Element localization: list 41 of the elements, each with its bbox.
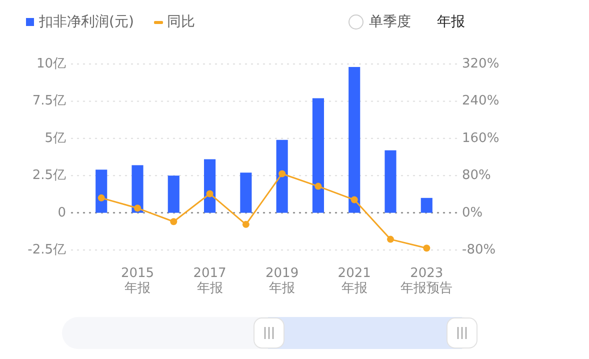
legend-label: 扣非净利润(元) — [38, 14, 134, 30]
y2-tick-label: 320% — [462, 56, 500, 72]
x-tick-label: 2019 年报 — [266, 266, 299, 296]
y-tick-label: 2.5亿 — [32, 168, 66, 184]
y2-tick-label: 80% — [462, 168, 491, 184]
y-tick-label: 10亿 — [36, 56, 66, 72]
text: 单季度 — [369, 14, 411, 30]
point — [242, 220, 250, 228]
y-tick-label: -2.5亿 — [28, 242, 66, 258]
point — [314, 182, 322, 190]
bar — [240, 172, 252, 213]
y2-tick-label: 0% — [462, 205, 483, 220]
x-tick-label: 2015 年报 — [120, 266, 154, 296]
bar — [96, 170, 108, 213]
bar — [132, 165, 144, 213]
bar — [348, 66, 360, 213]
y2-tick-label: 240% — [462, 94, 500, 109]
point — [206, 190, 214, 198]
point — [278, 170, 286, 178]
point — [387, 236, 394, 243]
x-tick-label: 2017 年报 — [193, 266, 226, 296]
point — [350, 196, 358, 204]
bar — [312, 98, 324, 213]
point — [170, 218, 178, 226]
y-tick-label: 0 — [58, 205, 66, 220]
y-tick-label: 5亿 — [44, 130, 66, 146]
bar — [276, 140, 288, 213]
bar — [204, 159, 216, 213]
bar — [420, 198, 432, 213]
y2-tick-label: -80% — [462, 242, 496, 258]
point — [134, 204, 141, 212]
bar — [384, 150, 396, 213]
point — [423, 244, 430, 252]
y-tick-label: 7.5亿 — [32, 94, 66, 109]
text: 年报 — [437, 14, 465, 30]
bar — [168, 176, 180, 213]
point — [98, 194, 105, 202]
y2-tick-label: 160% — [462, 130, 500, 146]
legend-label: 同比 — [167, 14, 195, 30]
x-tick-label: 2021 年报 — [338, 266, 371, 296]
x-tick-label: 2023 年报预告 — [400, 266, 453, 296]
